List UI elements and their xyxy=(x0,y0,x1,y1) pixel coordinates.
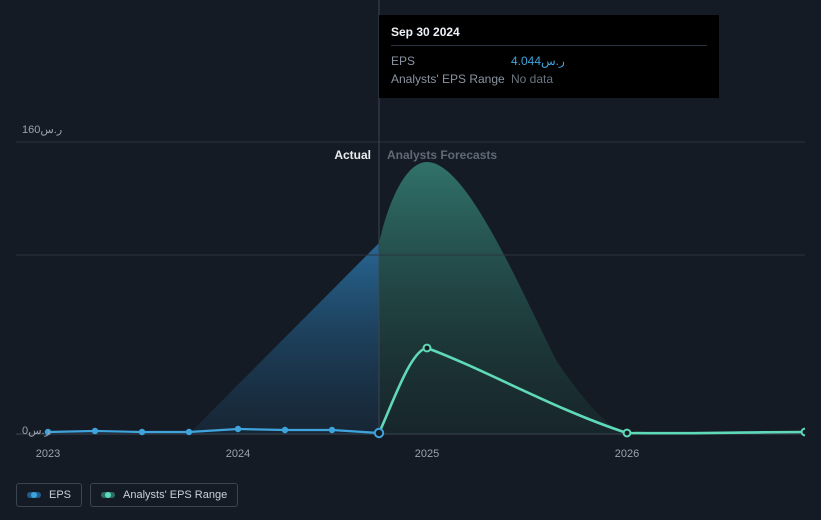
chart-tooltip: Sep 30 2024 EPS 4.044ر.س Analysts' EPS R… xyxy=(379,15,719,98)
legend-item-label: EPS xyxy=(49,489,71,501)
forecast-range-area xyxy=(379,162,627,434)
x-tick-label: 2025 xyxy=(415,448,439,460)
tooltip-label: EPS xyxy=(391,54,511,68)
legend: EPS Analysts' EPS Range xyxy=(16,483,238,507)
tooltip-row-eps: EPS 4.044ر.س xyxy=(391,52,707,70)
legend-swatch-icon xyxy=(101,492,115,498)
legend-item-label: Analysts' EPS Range xyxy=(123,489,227,501)
y-tick-label: 160ر.س xyxy=(22,123,62,136)
tooltip-date: Sep 30 2024 xyxy=(391,25,707,46)
tooltip-value: 4.044ر.س xyxy=(511,54,565,68)
section-label-forecast: Analysts Forecasts xyxy=(387,148,497,162)
hover-marker xyxy=(375,429,383,437)
legend-item-eps[interactable]: EPS xyxy=(16,483,82,507)
x-tick-label: 2023 xyxy=(36,448,60,460)
tooltip-label: Analysts' EPS Range xyxy=(391,72,511,86)
section-label-actual: Actual xyxy=(334,148,371,162)
legend-item-eps-range[interactable]: Analysts' EPS Range xyxy=(90,483,238,507)
y-tick-label: 0ر.س xyxy=(22,424,50,437)
actual-range-area xyxy=(189,243,379,434)
legend-swatch-icon xyxy=(27,492,41,498)
chart-container: 160ر.س 0ر.س 2023 2024 2025 2026 Actual A… xyxy=(16,0,805,520)
tooltip-row-range: Analysts' EPS Range No data xyxy=(391,70,707,88)
x-tick-label: 2026 xyxy=(615,448,639,460)
tooltip-value: No data xyxy=(511,72,553,86)
x-tick-label: 2024 xyxy=(226,448,250,460)
